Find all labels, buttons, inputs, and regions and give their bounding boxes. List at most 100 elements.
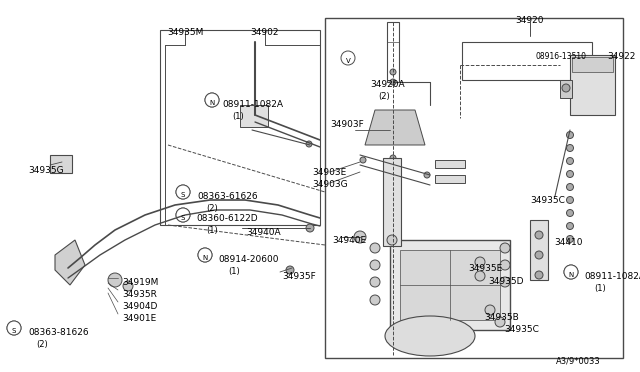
Text: 34940E: 34940E bbox=[332, 236, 366, 245]
Text: (2): (2) bbox=[36, 340, 48, 349]
Bar bbox=[435, 175, 465, 183]
Circle shape bbox=[251, 114, 259, 122]
Circle shape bbox=[176, 208, 190, 222]
Circle shape bbox=[485, 305, 495, 315]
Bar bbox=[560, 80, 572, 98]
Bar bbox=[570, 55, 615, 115]
Text: V: V bbox=[346, 58, 350, 64]
Circle shape bbox=[475, 257, 485, 267]
Circle shape bbox=[535, 251, 543, 259]
Circle shape bbox=[354, 231, 366, 243]
Circle shape bbox=[566, 144, 573, 151]
Circle shape bbox=[370, 295, 380, 305]
Text: S: S bbox=[181, 192, 185, 198]
Text: (1): (1) bbox=[594, 284, 605, 293]
Text: (1): (1) bbox=[232, 112, 244, 121]
Circle shape bbox=[205, 93, 219, 107]
Circle shape bbox=[286, 266, 294, 274]
Circle shape bbox=[176, 185, 190, 199]
Text: 08911-1082A: 08911-1082A bbox=[584, 272, 640, 281]
Text: 34935D: 34935D bbox=[488, 277, 524, 286]
Circle shape bbox=[566, 157, 573, 164]
Bar bbox=[387, 22, 399, 82]
Text: 08363-81626: 08363-81626 bbox=[28, 328, 88, 337]
Text: 34935B: 34935B bbox=[484, 313, 519, 322]
Text: 34922: 34922 bbox=[607, 52, 636, 61]
Text: N: N bbox=[568, 272, 573, 278]
Circle shape bbox=[7, 321, 21, 335]
Bar bbox=[462, 42, 592, 80]
Bar bbox=[572, 57, 613, 72]
Text: 34902: 34902 bbox=[251, 28, 279, 37]
Circle shape bbox=[566, 183, 573, 190]
Circle shape bbox=[500, 260, 510, 270]
Circle shape bbox=[424, 172, 430, 178]
Circle shape bbox=[205, 93, 219, 107]
Text: 34920: 34920 bbox=[516, 16, 544, 25]
Circle shape bbox=[176, 208, 190, 222]
Circle shape bbox=[370, 243, 380, 253]
Text: 34940A: 34940A bbox=[246, 228, 280, 237]
Bar bbox=[400, 250, 500, 320]
Circle shape bbox=[500, 243, 510, 253]
Text: 08914-20600: 08914-20600 bbox=[218, 255, 278, 264]
Text: 34935F: 34935F bbox=[282, 272, 316, 281]
Text: 34901E: 34901E bbox=[122, 314, 156, 323]
Text: 34935C: 34935C bbox=[530, 196, 565, 205]
Text: 34935E: 34935E bbox=[468, 264, 502, 273]
Circle shape bbox=[390, 155, 396, 161]
Circle shape bbox=[370, 260, 380, 270]
Text: (1): (1) bbox=[228, 267, 240, 276]
Circle shape bbox=[566, 222, 573, 230]
Circle shape bbox=[566, 170, 573, 177]
Circle shape bbox=[341, 51, 355, 65]
Circle shape bbox=[387, 235, 397, 245]
Circle shape bbox=[566, 196, 573, 203]
Circle shape bbox=[108, 273, 122, 287]
Text: 08916-13510: 08916-13510 bbox=[536, 52, 587, 61]
Text: S: S bbox=[12, 328, 16, 334]
Bar bbox=[240, 105, 268, 127]
Text: S: S bbox=[181, 215, 185, 221]
Text: 08360-6122D: 08360-6122D bbox=[196, 214, 258, 223]
Bar bbox=[325, 18, 623, 358]
Circle shape bbox=[495, 317, 505, 327]
Text: N: N bbox=[202, 255, 207, 261]
Circle shape bbox=[535, 271, 543, 279]
Bar bbox=[160, 30, 320, 225]
Circle shape bbox=[176, 185, 190, 199]
Text: (2): (2) bbox=[206, 204, 218, 213]
Text: 08911-1082A: 08911-1082A bbox=[222, 100, 283, 109]
Text: 34903F: 34903F bbox=[330, 120, 364, 129]
Text: 34410: 34410 bbox=[554, 238, 582, 247]
Circle shape bbox=[390, 165, 396, 171]
Text: A3/9*0033: A3/9*0033 bbox=[556, 356, 601, 365]
Bar bbox=[390, 240, 510, 330]
Circle shape bbox=[370, 277, 380, 287]
Text: 34904D: 34904D bbox=[122, 302, 157, 311]
Bar bbox=[530, 220, 548, 280]
Circle shape bbox=[198, 248, 212, 262]
Circle shape bbox=[475, 271, 485, 281]
Circle shape bbox=[566, 209, 573, 217]
Ellipse shape bbox=[385, 316, 475, 356]
Text: 34919M: 34919M bbox=[122, 278, 158, 287]
Text: 08363-61626: 08363-61626 bbox=[197, 192, 258, 201]
Circle shape bbox=[500, 277, 510, 287]
Circle shape bbox=[535, 231, 543, 239]
Text: (1): (1) bbox=[206, 226, 218, 235]
Text: 34935M: 34935M bbox=[167, 28, 203, 37]
Bar bbox=[435, 160, 465, 168]
Circle shape bbox=[566, 131, 573, 138]
Circle shape bbox=[562, 84, 570, 92]
Text: 34935R: 34935R bbox=[122, 290, 157, 299]
Circle shape bbox=[7, 321, 21, 335]
Text: 34935G: 34935G bbox=[28, 166, 63, 175]
Text: N: N bbox=[209, 100, 214, 106]
Circle shape bbox=[123, 281, 133, 291]
Text: (2): (2) bbox=[378, 92, 390, 101]
Text: 34903E: 34903E bbox=[312, 168, 346, 177]
Text: 34920A: 34920A bbox=[370, 80, 404, 89]
Circle shape bbox=[566, 235, 573, 243]
Circle shape bbox=[306, 141, 312, 147]
